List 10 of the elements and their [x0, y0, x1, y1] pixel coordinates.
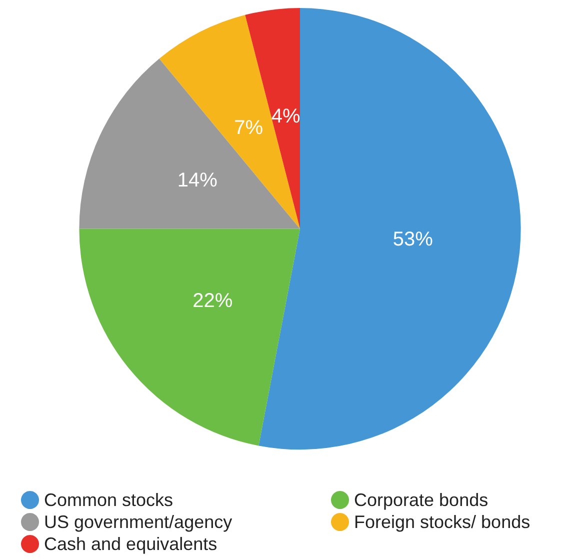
data-label: 4%: [271, 105, 300, 128]
data-label: 53%: [392, 228, 434, 250]
legend-label: Corporate bonds: [354, 490, 488, 510]
legend-label: Foreign stocks/ bonds: [354, 512, 530, 532]
legend-label: Common stocks: [44, 490, 174, 510]
data-label: 7%: [234, 116, 264, 139]
legend-label: US government/agency: [44, 512, 232, 532]
data-label: 22%: [192, 290, 233, 312]
data-label: 14%: [177, 170, 218, 192]
legend-label: Cash and equivalents: [44, 534, 218, 554]
